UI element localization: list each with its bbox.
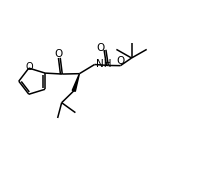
Text: O: O xyxy=(117,57,125,66)
Polygon shape xyxy=(72,74,79,91)
Text: O: O xyxy=(54,49,62,59)
Text: O: O xyxy=(25,62,33,72)
Text: O: O xyxy=(97,43,105,53)
Text: NH: NH xyxy=(96,59,112,69)
